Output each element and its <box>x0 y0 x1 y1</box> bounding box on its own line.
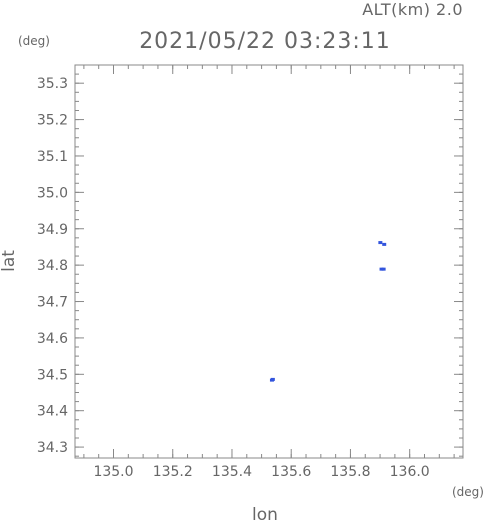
x-tick-label: 136.0 <box>390 464 430 480</box>
data-point <box>379 267 384 271</box>
x-axis-title: lon <box>252 505 278 521</box>
y-tick-label: 34.4 <box>37 404 68 420</box>
y-tick-label: 34.9 <box>37 222 68 238</box>
data-point <box>378 241 383 245</box>
x-tick-label: 135.4 <box>212 464 252 480</box>
altitude-label: ALT(km) 2.0 <box>362 0 463 19</box>
x-tick-label: 135.8 <box>330 464 370 480</box>
y-tick-label: 35.1 <box>37 149 68 165</box>
y-tick-label: 34.5 <box>37 367 68 383</box>
y-tick-label: 35.0 <box>37 185 68 201</box>
y-tick-label: 35.3 <box>37 76 68 92</box>
y-tick-label: 34.3 <box>37 440 68 456</box>
y-tick-label: 34.8 <box>37 258 68 274</box>
chart-title-timestamp: 2021/05/22 03:23:11 <box>139 29 391 54</box>
data-point <box>381 267 386 271</box>
y-tick-label: 34.7 <box>37 295 68 311</box>
y-tick-label: 34.6 <box>37 331 68 347</box>
y-axis-unit: (deg) <box>18 34 50 48</box>
data-point <box>270 377 275 381</box>
x-tick-label: 135.2 <box>153 464 193 480</box>
x-axis-unit: (deg) <box>452 485 484 499</box>
y-axis-title: lat <box>0 250 19 272</box>
x-tick-label: 135.6 <box>271 464 311 480</box>
x-tick-label: 135.0 <box>93 464 133 480</box>
data-point <box>382 242 387 246</box>
y-tick-label: 35.2 <box>37 113 68 129</box>
plot-frame <box>74 64 464 459</box>
